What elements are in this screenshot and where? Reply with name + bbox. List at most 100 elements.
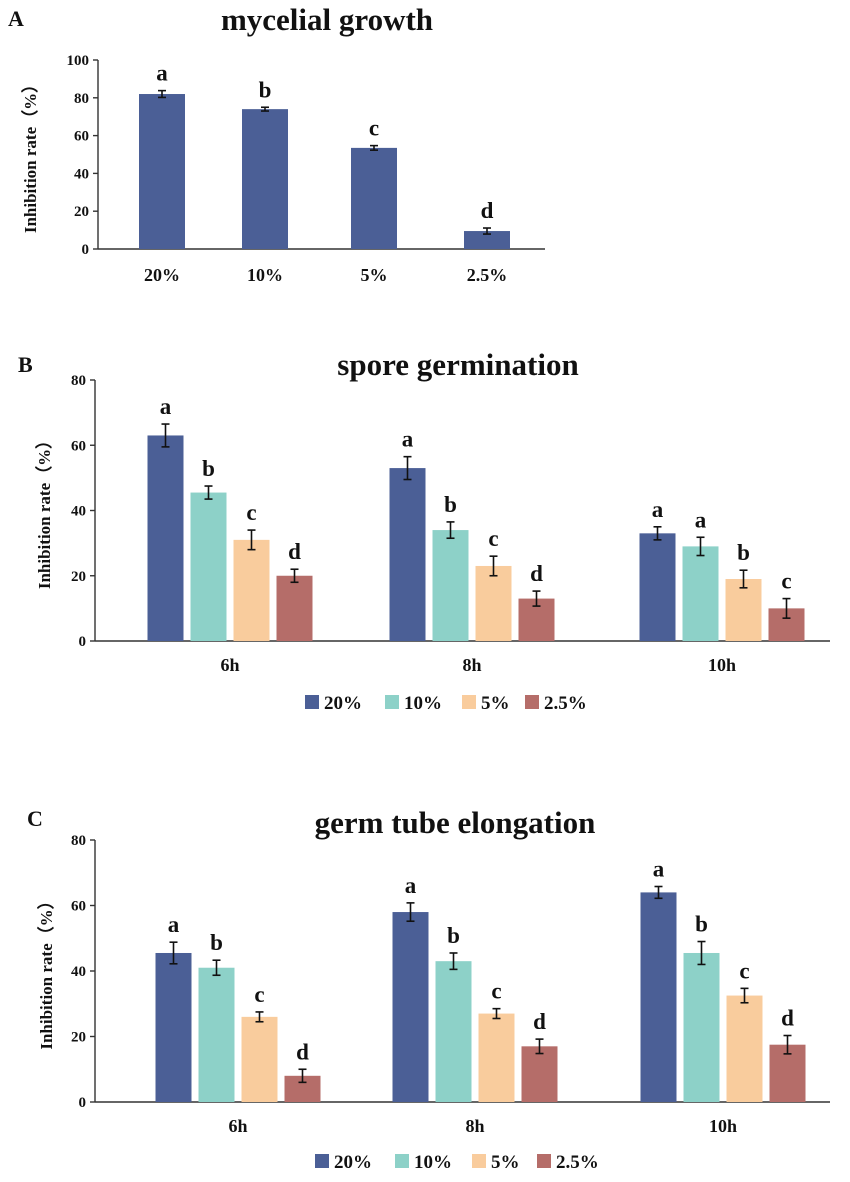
significance-letter: a — [168, 912, 180, 937]
y-tick-label: 20 — [74, 204, 89, 220]
significance-letter: c — [739, 958, 749, 983]
y-tick-label: 40 — [74, 166, 89, 182]
significance-letter: b — [737, 540, 750, 565]
legend-swatch — [472, 1154, 486, 1168]
y-tick-label: 80 — [74, 91, 89, 107]
bar — [155, 952, 192, 1102]
x-tick-label: 2.5% — [467, 265, 508, 285]
legend-label: 2.5% — [556, 1152, 599, 1173]
legend-swatch — [395, 1154, 409, 1168]
significance-letter: d — [288, 539, 301, 564]
significance-letter: a — [156, 61, 168, 86]
significance-letter: a — [652, 497, 664, 522]
significance-letter: a — [160, 394, 172, 419]
legend: 20% 10% 5% 2.5% — [305, 693, 587, 714]
legend-label: 10% — [414, 1152, 452, 1173]
bar — [475, 565, 512, 641]
bar — [478, 1013, 515, 1102]
y-tick-label: 0 — [82, 242, 90, 258]
legend-swatch — [315, 1154, 329, 1168]
significance-letter: b — [210, 930, 223, 955]
bar — [725, 579, 762, 641]
x-tick-label: 5% — [361, 265, 388, 285]
significance-letter: b — [695, 912, 708, 937]
x-tick-label: 10h — [709, 1116, 737, 1136]
bar — [242, 109, 288, 249]
significance-letter: c — [254, 982, 264, 1007]
bar — [639, 533, 676, 641]
significance-letter: d — [781, 1006, 794, 1031]
legend-label: 10% — [404, 693, 442, 714]
bar — [521, 1046, 558, 1102]
significance-letter: a — [405, 873, 417, 898]
x-tick-label: 6h — [220, 655, 239, 675]
x-tick-label: 20% — [144, 265, 180, 285]
legend-swatch — [305, 695, 319, 709]
x-tick-label: 6h — [228, 1116, 247, 1136]
bar — [389, 468, 426, 641]
x-tick-label: 10% — [247, 265, 283, 285]
y-tick-label: 40 — [71, 964, 86, 980]
y-tick-label: 0 — [79, 634, 87, 650]
y-tick-label: 40 — [71, 504, 86, 520]
chart-title: spore germination — [337, 347, 578, 382]
legend-swatch — [537, 1154, 551, 1168]
legend-label: 5% — [491, 1152, 520, 1173]
legend-label: 20% — [324, 693, 362, 714]
legend-label: 5% — [481, 693, 510, 714]
significance-letter: c — [246, 500, 256, 525]
significance-letter: c — [488, 526, 498, 551]
y-tick-label: 60 — [74, 129, 89, 145]
significance-letter: c — [491, 979, 501, 1004]
y-axis-label: Inhibition rate（%） — [36, 892, 56, 1049]
y-tick-label: 60 — [71, 899, 86, 915]
chart-title: germ tube elongation — [315, 805, 596, 840]
significance-letter: d — [296, 1039, 309, 1064]
y-axis-label: Inhibition rate（%） — [34, 432, 54, 589]
significance-letter: a — [653, 857, 665, 882]
significance-letter: d — [530, 561, 543, 586]
y-tick-label: 20 — [71, 569, 86, 585]
significance-letter: b — [447, 923, 460, 948]
significance-letter: c — [781, 569, 791, 594]
x-tick-label: 8h — [465, 1116, 484, 1136]
bar — [683, 952, 720, 1102]
bar — [190, 492, 227, 641]
bar — [432, 530, 469, 641]
significance-letter: b — [259, 77, 272, 102]
y-tick-label: 60 — [71, 438, 86, 454]
legend-label: 20% — [334, 1152, 372, 1173]
significance-letter: a — [695, 507, 707, 532]
bar — [682, 546, 719, 641]
bar — [233, 539, 270, 641]
panel-label: B — [18, 352, 33, 377]
bar — [435, 961, 472, 1102]
x-tick-label: 10h — [708, 655, 736, 675]
bar — [198, 967, 235, 1102]
y-tick-label: 80 — [71, 373, 86, 389]
legend: 20% 10% 5% 2.5% — [315, 1152, 599, 1173]
significance-letter: b — [202, 456, 215, 481]
legend-swatch — [525, 695, 539, 709]
panel-label: A — [8, 6, 24, 31]
bar — [241, 1016, 278, 1102]
bar — [139, 94, 185, 250]
significance-letter: d — [533, 1009, 546, 1034]
panel-label: C — [27, 806, 43, 831]
chart-title: mycelial growth — [221, 2, 433, 37]
bar — [351, 147, 397, 249]
significance-letter: b — [444, 492, 457, 517]
bar — [276, 575, 313, 641]
y-tick-label: 100 — [67, 53, 90, 69]
y-tick-label: 80 — [71, 833, 86, 849]
bar — [640, 892, 677, 1102]
significance-letter: d — [481, 198, 494, 223]
y-tick-label: 20 — [71, 1030, 86, 1046]
bar — [392, 912, 429, 1102]
bar — [726, 995, 763, 1102]
legend-label: 2.5% — [544, 693, 587, 714]
